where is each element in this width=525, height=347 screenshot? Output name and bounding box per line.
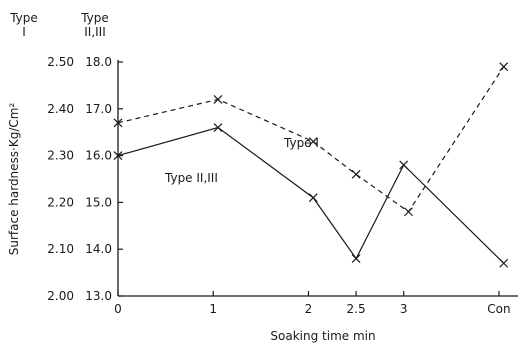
y-tick-label-right: 17.0: [85, 102, 112, 116]
data-point: [499, 62, 509, 72]
data-point: [213, 95, 223, 104]
x-marker-stroke: [499, 62, 509, 72]
y-tick-label-right: 18.0: [85, 55, 112, 69]
x-tick-label: 3: [400, 302, 408, 316]
data-point: [351, 169, 361, 179]
y-tick-label-right: 13.0: [85, 289, 112, 303]
x-tick-label: 2.5: [347, 302, 366, 316]
series-0: [113, 62, 509, 217]
data-point: [351, 254, 361, 263]
data-point: [399, 160, 409, 170]
data-point: [308, 193, 318, 203]
annotation-type-ii-iii: Type II,III: [164, 171, 218, 185]
y-tick-label-left: 2.20: [47, 195, 74, 209]
y-tick-label-left: 2.10: [47, 242, 74, 256]
y-header-right: Type II,III: [80, 11, 109, 39]
x-marker-stroke: [113, 151, 123, 161]
y-axis-title: Surface hardness·Kg/Cm²: [7, 103, 21, 256]
x-tick-label: 0: [114, 302, 122, 316]
y-tick-label-left: 2.00: [47, 289, 74, 303]
x-marker-stroke: [113, 118, 123, 128]
series-line: [117, 66, 505, 213]
x-tick-label: Con: [487, 302, 510, 316]
x-tick-label: 1: [209, 302, 217, 316]
y-tick-label-right: 15.0: [85, 195, 112, 209]
data-point: [499, 258, 509, 268]
x-tick-label: 2: [305, 302, 313, 316]
y-header-left: Type I: [9, 11, 38, 39]
x-marker-stroke: [499, 258, 509, 268]
y-tick-label-right: 14.0: [85, 242, 112, 256]
y-tick-label-right: 16.0: [85, 149, 112, 163]
x-marker-stroke: [213, 123, 223, 132]
series-line: [117, 126, 505, 264]
x-marker-stroke: [213, 95, 223, 104]
x-marker-stroke: [308, 137, 318, 146]
data-point: [113, 118, 123, 128]
data-point: [213, 123, 223, 132]
y-tick-label-left: 2.30: [47, 149, 74, 163]
x-marker-stroke: [308, 193, 318, 203]
y-tick-label-left: 2.50: [47, 55, 74, 69]
x-marker-stroke: [351, 254, 361, 263]
x-marker-stroke: [351, 169, 361, 179]
data-point: [113, 151, 123, 161]
series-layer: [113, 62, 509, 268]
x-marker-stroke: [399, 160, 409, 170]
data-point: [404, 207, 413, 217]
labels: 2.00 13.0 2.10 14.0 2.20 15.0 2.30 16.0 2.40 17.0…: [7, 11, 511, 343]
data-point: [308, 137, 318, 146]
x-axis-title: Soaking time min: [270, 329, 375, 343]
annotation-type-i: Type I: [283, 136, 319, 150]
x-marker-stroke: [404, 207, 413, 217]
y-tick-label-left: 2.40: [47, 102, 74, 116]
series-1: [113, 123, 509, 268]
